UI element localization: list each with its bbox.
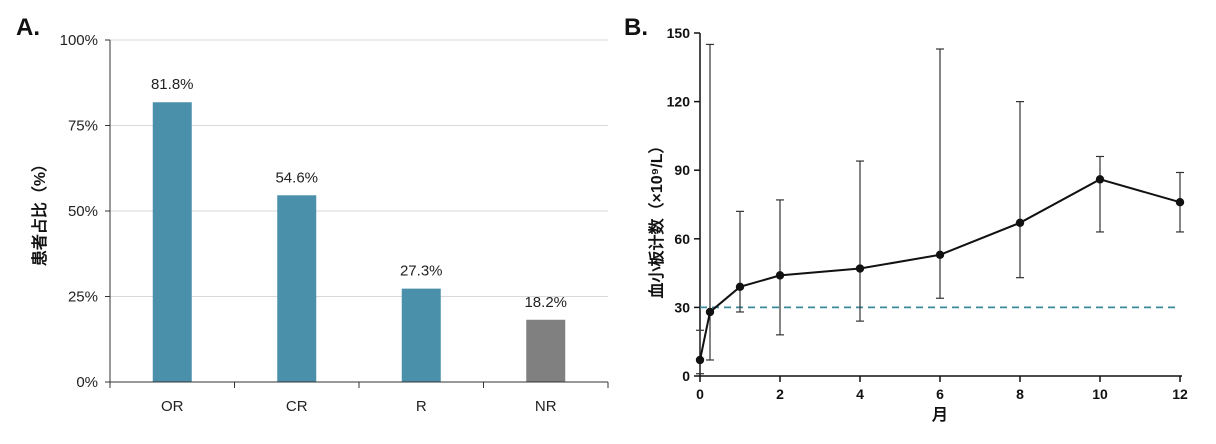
x-tick-label: OR — [161, 398, 184, 415]
panel-a-label: A. — [16, 14, 40, 41]
line-chart-xlabel: 月 — [931, 406, 948, 424]
x-tick-label: 10 — [1092, 386, 1108, 402]
bar — [152, 102, 192, 382]
y-tick-label: 60 — [674, 231, 690, 247]
y-tick-label: 100% — [60, 32, 98, 49]
data-point — [1175, 198, 1185, 207]
data-point — [695, 355, 705, 365]
bar-chart-ylabel: 患者占比（%） — [30, 156, 49, 266]
bar — [401, 288, 441, 382]
y-tick-label: 50% — [68, 203, 98, 220]
x-tick-label: 8 — [1016, 386, 1024, 402]
data-point — [1015, 218, 1025, 227]
x-tick-label: 4 — [856, 386, 864, 402]
x-tick-label: 12 — [1172, 386, 1188, 402]
y-tick-label: 90 — [674, 162, 690, 178]
line-chart-ylabel: 血小板计数（×10⁹/L） — [647, 138, 666, 299]
y-tick-label: 150 — [667, 25, 691, 41]
y-tick-label: 120 — [667, 94, 691, 110]
x-tick-label: NR — [535, 398, 557, 415]
x-tick-label: 2 — [776, 386, 784, 402]
data-point — [855, 264, 865, 273]
x-tick-label: R — [416, 398, 427, 415]
y-tick-label: 0% — [76, 374, 98, 391]
data-point — [935, 250, 945, 260]
y-tick-label: 25% — [68, 289, 98, 306]
bar-chart: 81.8% 54.6% 27.3% 18.2% 0% 25% 50% 75% 100% OR CR… — [30, 32, 609, 415]
bar-value-label: 54.6% — [275, 169, 318, 186]
data-point — [705, 307, 715, 317]
data-point — [775, 271, 785, 280]
x-tick-label: CR — [286, 398, 308, 415]
data-point — [735, 282, 745, 292]
x-tick-label: 0 — [696, 386, 704, 402]
bar — [277, 195, 317, 382]
y-tick-label: 0 — [682, 368, 690, 384]
data-point — [1095, 175, 1105, 184]
y-tick-label: 30 — [674, 299, 690, 315]
y-tick-label: 75% — [68, 118, 98, 135]
line-chart: 0 30 60 90 120 150 0 2 4 6 8 10 12 月 血小板计数（×10⁹/L） — [647, 25, 1188, 424]
bar — [526, 319, 566, 382]
x-tick-label: 6 — [936, 386, 944, 402]
bar-value-label: 27.3% — [400, 263, 443, 280]
panel-b-label: B. — [624, 14, 648, 41]
bar-value-label: 81.8% — [151, 76, 194, 93]
bar-value-label: 18.2% — [524, 294, 567, 311]
